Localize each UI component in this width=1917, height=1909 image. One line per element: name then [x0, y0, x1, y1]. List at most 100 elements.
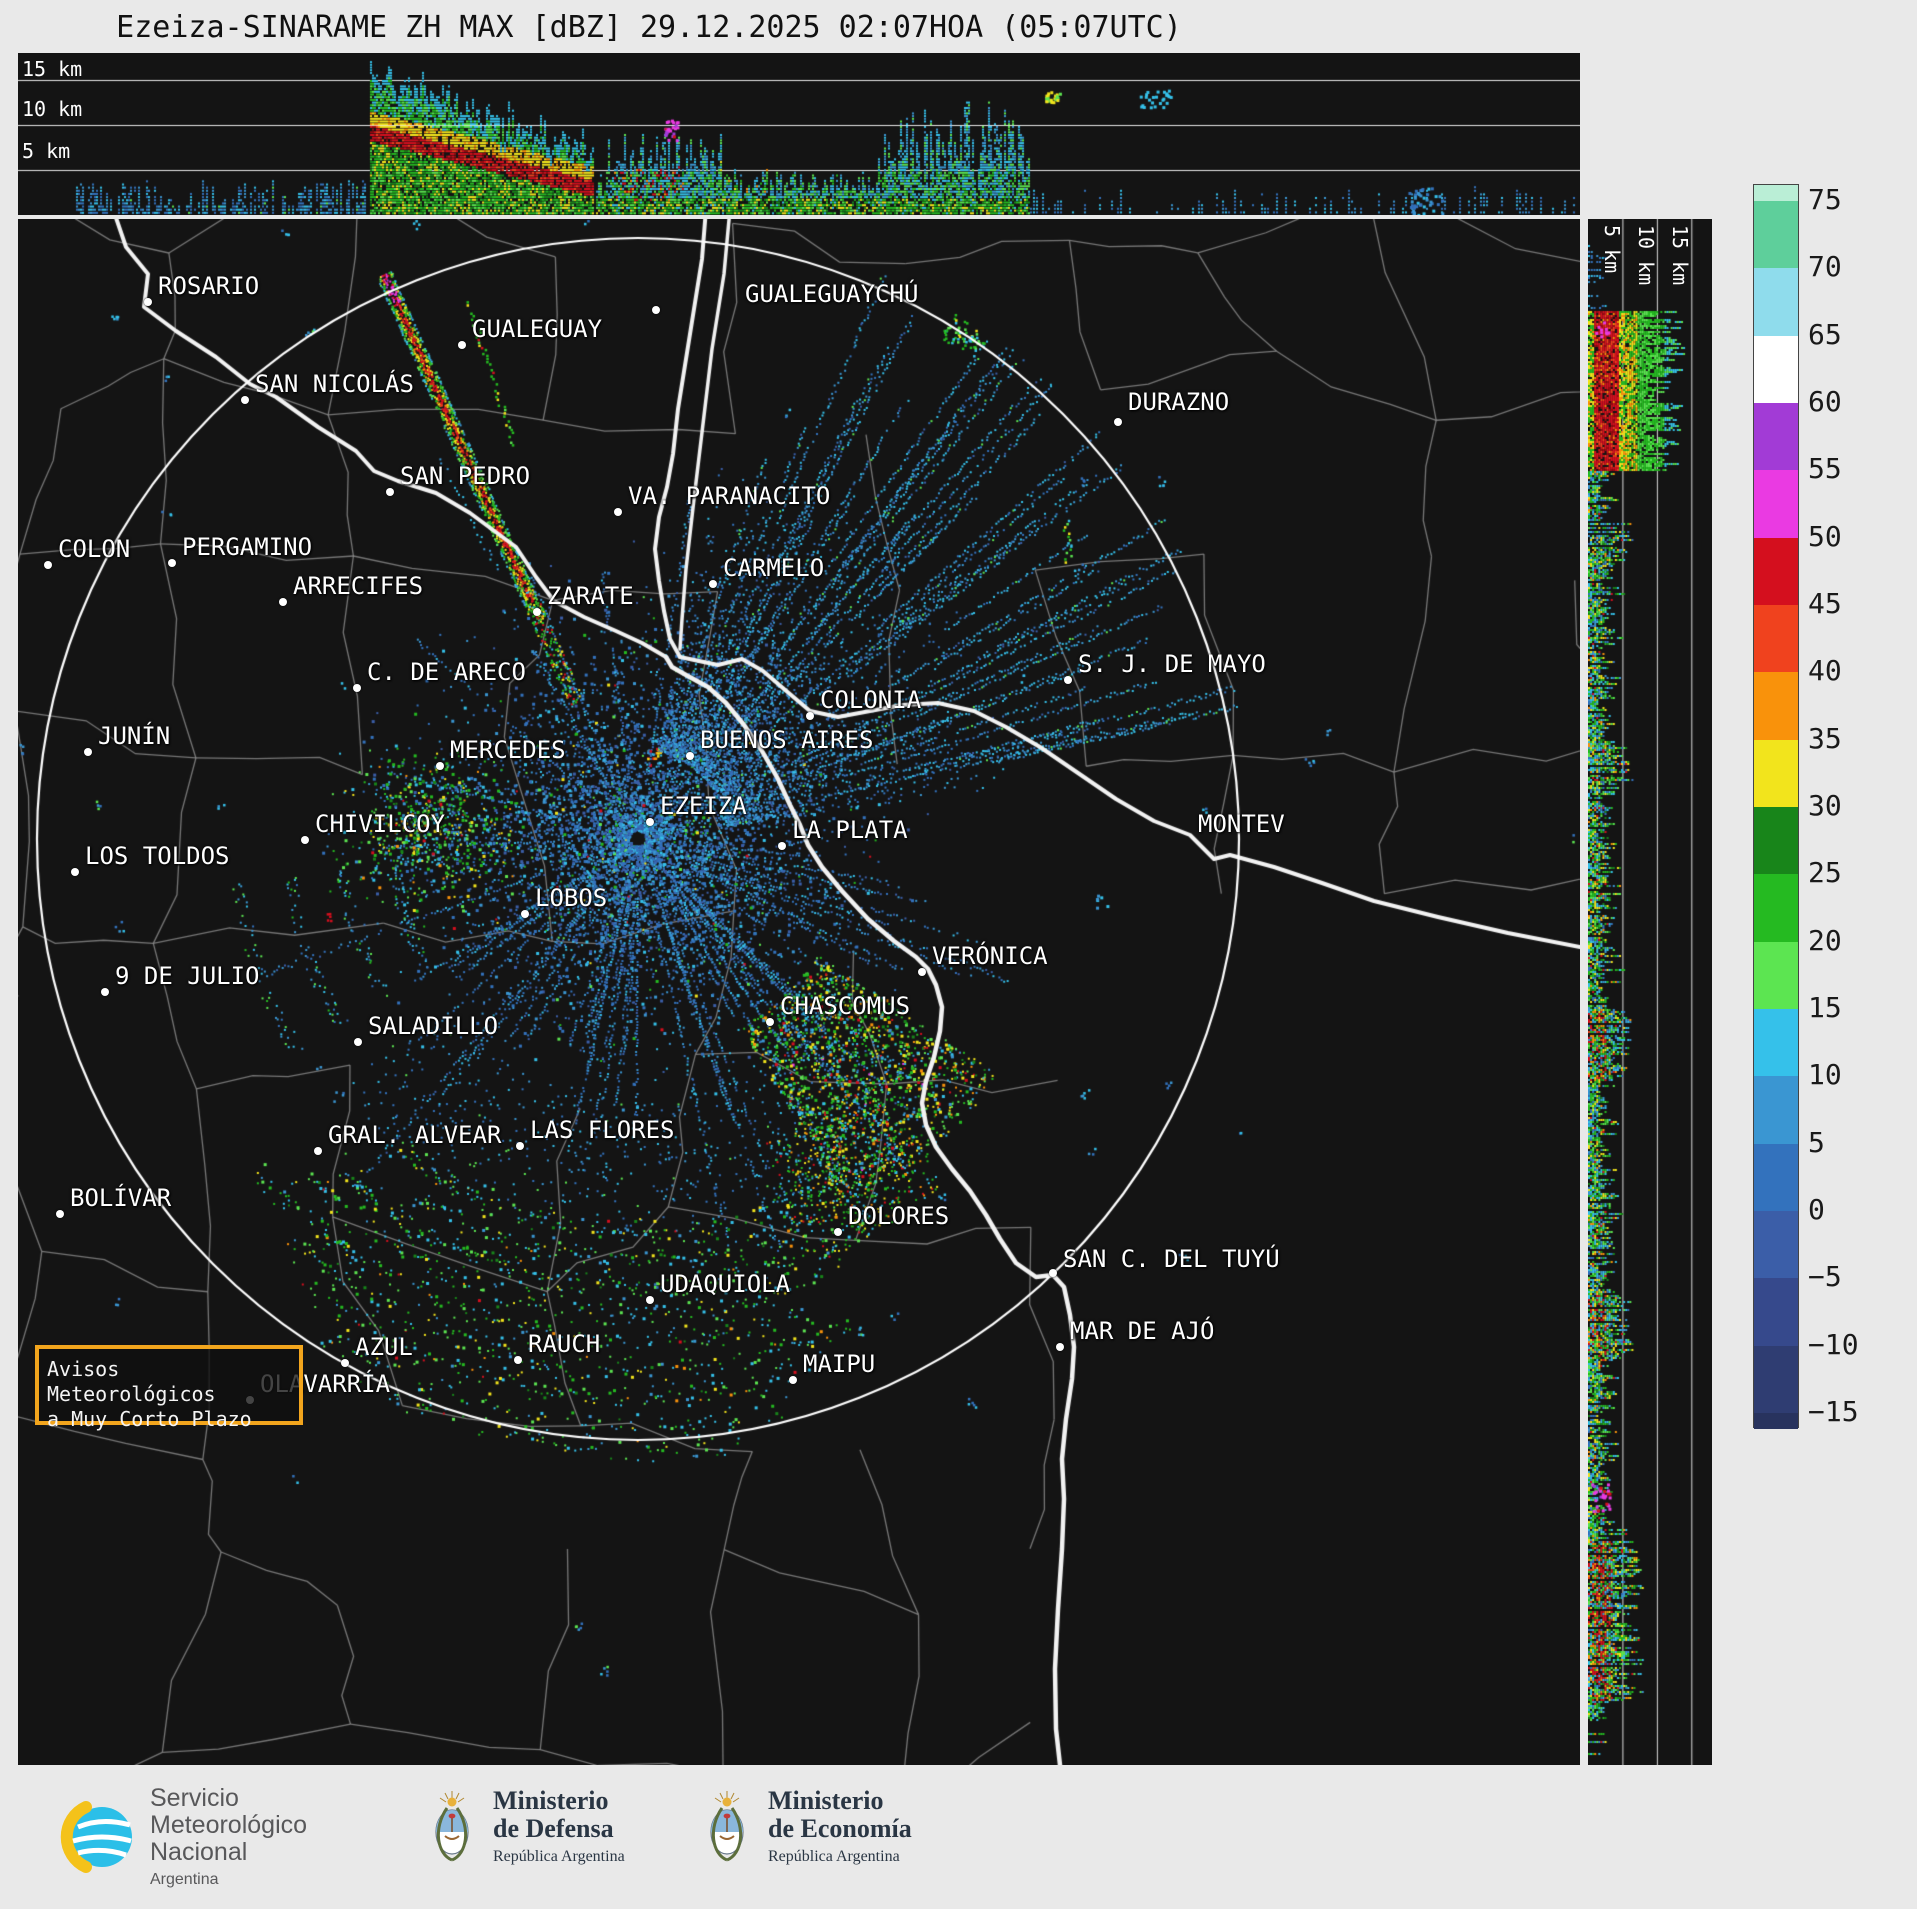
colorbar-segment: [1754, 537, 1798, 605]
city-label: LA PLATA: [792, 816, 908, 844]
city-marker-dot: [241, 396, 249, 404]
ministry-name-line: de Economía: [768, 1814, 912, 1843]
city-layer: ROSARIO GUALEGUAYCHÚ GUALEGUAY SAN NICOLÁS D…: [18, 219, 1580, 1765]
city-marker-dot: [533, 608, 541, 616]
defensa-logo-block: Ministerio de Defensa República Argentin…: [425, 1787, 625, 1866]
city-marker-dot: [386, 488, 394, 496]
city-label: VERÓNICA: [932, 942, 1048, 970]
ns-cross-section-panel: 5 km 10 km 15 km: [1588, 219, 1712, 1765]
colorbar-tick-label: 15: [1808, 990, 1842, 1024]
city-marker-dot: [806, 712, 814, 720]
city-marker-dot: [101, 988, 109, 996]
city-label: BUENOS AIRES: [700, 726, 874, 754]
city-marker-dot: [56, 1210, 64, 1218]
city-label: UDAQUIOLA: [660, 1270, 791, 1298]
colorbar-tick-label: 70: [1808, 250, 1842, 284]
colorbar-tick-label: 75: [1808, 183, 1842, 216]
city-marker-dot: [516, 1142, 524, 1150]
ns-cross-section-canvas: [1588, 219, 1712, 1765]
colorbar-segment: [1754, 1210, 1798, 1279]
ew-cross-section-canvas: [18, 53, 1580, 215]
altitude-label-v-15km: 15 km: [1668, 225, 1692, 286]
city-marker-dot: [458, 341, 466, 349]
colorbar-tick-label: −15: [1808, 1394, 1859, 1428]
colorbar-tick-label: 0: [1808, 1192, 1825, 1226]
city-marker-dot: [354, 1038, 362, 1046]
city-label: MAIPU: [803, 1350, 876, 1378]
ew-cross-section-panel: 15 km 10 km 5 km: [18, 53, 1580, 215]
smn-country: Argentina: [150, 1871, 219, 1888]
city-label: C. DE ARECO: [367, 658, 526, 686]
colorbar-segment: [1754, 335, 1798, 403]
economia-name: Ministerio de Economía: [768, 1787, 912, 1843]
colorbar-tick-label: 30: [1808, 788, 1842, 822]
city-marker-dot: [44, 561, 52, 569]
warning-box: Avisos Meteorológicos a Muy Corto Plazo: [35, 1345, 303, 1431]
altitude-label-v-5km: 5 km: [1600, 225, 1624, 274]
city-label: ZARATE: [547, 582, 634, 610]
city-label: GUALEGUAY: [472, 315, 603, 343]
colorbar-tick-label: 35: [1808, 721, 1842, 755]
city-label: RAUCH: [528, 1330, 601, 1358]
city-marker-dot: [1064, 676, 1072, 684]
city-label: PERGAMINO: [182, 533, 313, 561]
smn-logo: [60, 1801, 132, 1873]
colorbar-segment: [1754, 402, 1798, 471]
smn-name: Servicio Meteorológico Nacional: [150, 1785, 307, 1866]
city-label: CHIVILCOY: [315, 810, 446, 838]
city-label: LOS TOLDOS: [85, 842, 230, 870]
city-marker-dot: [1114, 418, 1122, 426]
colorbar-tick-label: 25: [1808, 856, 1842, 890]
altitude-label-5km: 5 km: [22, 139, 71, 163]
colorbar-tick-label: −10: [1808, 1327, 1859, 1361]
smn-name-line: Meteorológico: [150, 1811, 308, 1839]
page-title: Ezeiza-SINARAME ZH MAX [dBZ] 29.12.2025 …: [116, 10, 1182, 45]
dbz-colorbar: [1753, 184, 1799, 1429]
city-label: SAN PEDRO: [400, 462, 531, 490]
city-marker-dot: [301, 836, 309, 844]
city-marker-dot: [686, 752, 694, 760]
colorbar-tick-label: 10: [1808, 1058, 1842, 1092]
ministry-name-line: Ministerio: [493, 1786, 609, 1815]
colorbar-tick-label: 60: [1808, 384, 1842, 418]
smn-logo-block: Servicio Meteorológico Nacional Argentin…: [52, 1785, 307, 1889]
colorbar-segment: [1754, 1278, 1798, 1346]
colorbar-segment: [1754, 604, 1798, 673]
city-label: COLON: [58, 535, 131, 563]
city-label: DURAZNO: [1128, 388, 1230, 416]
city-label: S. J. DE MAYO: [1078, 650, 1266, 678]
colorbar-segment: [1754, 739, 1798, 807]
city-label: VA. PARANACITO: [628, 482, 831, 510]
city-marker-dot: [709, 580, 717, 588]
city-label: BOLÍVAR: [70, 1184, 172, 1212]
city-marker-dot: [436, 762, 444, 770]
colorbar-tick-label: 45: [1808, 586, 1842, 620]
city-label: DOLORES: [848, 1202, 950, 1230]
city-marker-dot: [353, 684, 361, 692]
colorbar-segment: [1754, 1008, 1798, 1077]
smn-name-line: Nacional: [150, 1838, 248, 1866]
city-label: SAN NICOLÁS: [255, 370, 414, 398]
city-marker-dot: [652, 306, 660, 314]
city-label: SALADILLO: [368, 1012, 499, 1040]
defensa-name: Ministerio de Defensa: [493, 1787, 625, 1843]
city-label: GUALEGUAYCHÚ: [745, 280, 919, 308]
colorbar-segment: [1754, 941, 1798, 1009]
colorbar-tick-label: 50: [1808, 519, 1842, 553]
city-marker-dot: [84, 748, 92, 756]
city-marker-dot: [144, 298, 152, 306]
colorbar-segment: [1754, 1076, 1798, 1144]
colorbar-segment: [1754, 470, 1798, 538]
colorbar-tick-label: 65: [1808, 317, 1842, 351]
city-label: COLONIA: [820, 686, 922, 714]
radar-map-panel: ROSARIO GUALEGUAYCHÚ GUALEGUAY SAN NICOLÁS D…: [18, 219, 1580, 1765]
city-marker-dot: [1049, 1269, 1057, 1277]
colorbar-tick-label: −5: [1808, 1260, 1842, 1294]
city-marker-dot: [789, 1376, 797, 1384]
city-marker-dot: [778, 842, 786, 850]
altitude-label-15km: 15 km: [22, 57, 83, 81]
city-marker-dot: [918, 968, 926, 976]
economia-logo-block: Ministerio de Economía República Argenti…: [700, 1787, 912, 1866]
colorbar-segment: [1754, 1345, 1798, 1413]
